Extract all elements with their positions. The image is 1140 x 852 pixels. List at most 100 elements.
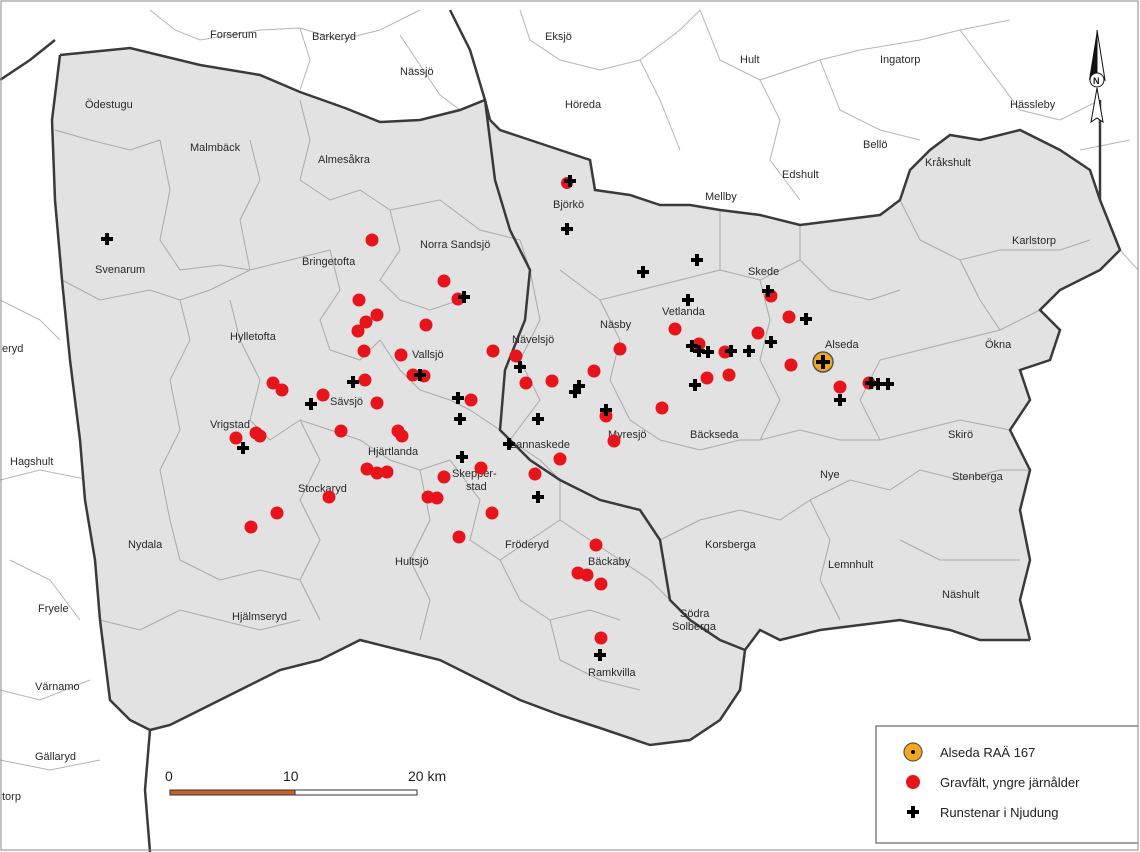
grave-field-marker: [419, 318, 433, 332]
place-label: eryd: [2, 343, 23, 355]
place-label: Mellby: [705, 191, 737, 203]
grave-field-marker: [594, 631, 608, 645]
grave-field-marker: [553, 452, 567, 466]
runestone-marker: [101, 233, 113, 245]
place-label: Näsby: [600, 319, 632, 331]
grave-field-marker: [722, 368, 736, 382]
runestone-marker: [834, 394, 846, 406]
scale-bar: 0 10 20 km: [165, 768, 446, 796]
legend-label: Runstenar i Njudung: [940, 805, 1059, 820]
runestone-marker: [743, 345, 755, 357]
grave-field-marker: [358, 373, 372, 387]
grave-field-marker: [464, 393, 478, 407]
grave-field-marker: [607, 434, 621, 448]
grave-field-marker: [580, 568, 594, 582]
place-label: Björkö: [553, 199, 584, 211]
legend-item-main-site: Alseda RAÄ 167: [903, 742, 1035, 762]
place-label: Norra Sandsjö: [420, 239, 490, 251]
place-label: Solberga: [672, 621, 717, 633]
place-label: Karlstorp: [1012, 235, 1056, 247]
grave-field-marker: [437, 470, 451, 484]
grave-field-marker: [528, 467, 542, 481]
grave-field-marker: [751, 326, 765, 340]
grave-field-marker: [322, 490, 336, 504]
runestone-marker: [532, 491, 544, 503]
place-label: Ödestugu: [85, 99, 133, 111]
place-label: torp: [2, 791, 21, 803]
grave-field-marker: [782, 310, 796, 324]
place-label: Eksjö: [545, 31, 572, 43]
grave-field-marker: [485, 506, 499, 520]
place-label: Stockaryd: [298, 483, 347, 495]
grave-field-marker: [668, 322, 682, 336]
place-label: Lemnhult: [828, 559, 873, 571]
place-label: Fröderyd: [505, 539, 549, 551]
runestone-marker: [573, 380, 585, 392]
place-label: Svenarum: [95, 264, 145, 276]
north-arrow: N: [1089, 29, 1106, 124]
runestone-marker: [564, 175, 576, 187]
runestone-marker: [800, 313, 812, 325]
place-label: Korsberga: [705, 539, 757, 551]
place-label: Forserum: [210, 29, 257, 41]
place-label: Gällaryd: [35, 751, 76, 763]
runestone-marker: [693, 345, 705, 357]
legend-item-grave-field: Gravfält, yngre järnålder: [906, 775, 1080, 790]
place-label: Edshult: [782, 169, 819, 181]
grave-field-marker: [365, 233, 379, 247]
runestone-marker: [725, 345, 737, 357]
place-label: Nässjö: [400, 66, 434, 78]
runestone-marker: [702, 346, 714, 358]
grave-field-marker: [437, 274, 451, 288]
runestone-marker: [686, 340, 698, 352]
scale-tick-0: 0: [165, 768, 173, 784]
grave-field-marker: [509, 349, 523, 363]
runestone-marker: [865, 377, 877, 389]
place-label: Nydala: [128, 539, 163, 551]
grave-field-marker: [370, 308, 384, 322]
grave-field-marker: [394, 348, 408, 362]
grave-field-marker: [452, 530, 466, 544]
north-label: N: [1093, 76, 1100, 86]
place-labels: Forserum Barkeryd Nässjö Eksjö Hult Inga…: [2, 29, 1056, 803]
runestone-marker: [691, 254, 703, 266]
place-label: Södra: [680, 608, 710, 620]
runestone-marker: [237, 442, 249, 454]
place-label: Hagshult: [10, 456, 53, 468]
place-label: Ingatorp: [880, 54, 920, 66]
grave-field-marker: [594, 577, 608, 591]
grave-field-marker: [360, 462, 374, 476]
grave-field-marker: [700, 371, 714, 385]
place-label: Fryele: [38, 603, 69, 615]
runestone-marker: [882, 378, 894, 390]
place-label: Hjärtlanda: [368, 446, 419, 458]
grave-field-marker: [253, 429, 267, 443]
runestone-marker: [765, 336, 777, 348]
municipal-borders: [0, 9, 1122, 852]
grave-field-marker: [587, 364, 601, 378]
place-label: Almesåkra: [318, 154, 371, 166]
place-label: Lannaskede: [510, 439, 570, 451]
place-label: Vetlanda: [662, 306, 706, 318]
runestone-marker: [305, 398, 317, 410]
runestone-marker: [594, 649, 606, 661]
place-label: Hjälmseryd: [232, 611, 287, 623]
place-label: Höreda: [565, 99, 602, 111]
grave-field-marker: [352, 293, 366, 307]
runestone-marker: [503, 438, 515, 450]
grave-field-marker: [655, 401, 669, 415]
grave-field-markers: [229, 177, 876, 645]
grave-field-marker: [380, 465, 394, 479]
place-label: Näshult: [942, 589, 979, 601]
legend-label: Gravfält, yngre järnålder: [940, 775, 1080, 790]
runestone-marker: [872, 378, 884, 390]
place-label: Barkeryd: [312, 31, 356, 43]
grave-field-marker: [316, 388, 330, 402]
place-label: Värnamo: [35, 681, 80, 693]
place-label: Bäckseda: [690, 429, 739, 441]
grave-field-marker: [275, 383, 289, 397]
njudung-region: [52, 48, 1120, 745]
grave-field-marker: [545, 374, 559, 388]
